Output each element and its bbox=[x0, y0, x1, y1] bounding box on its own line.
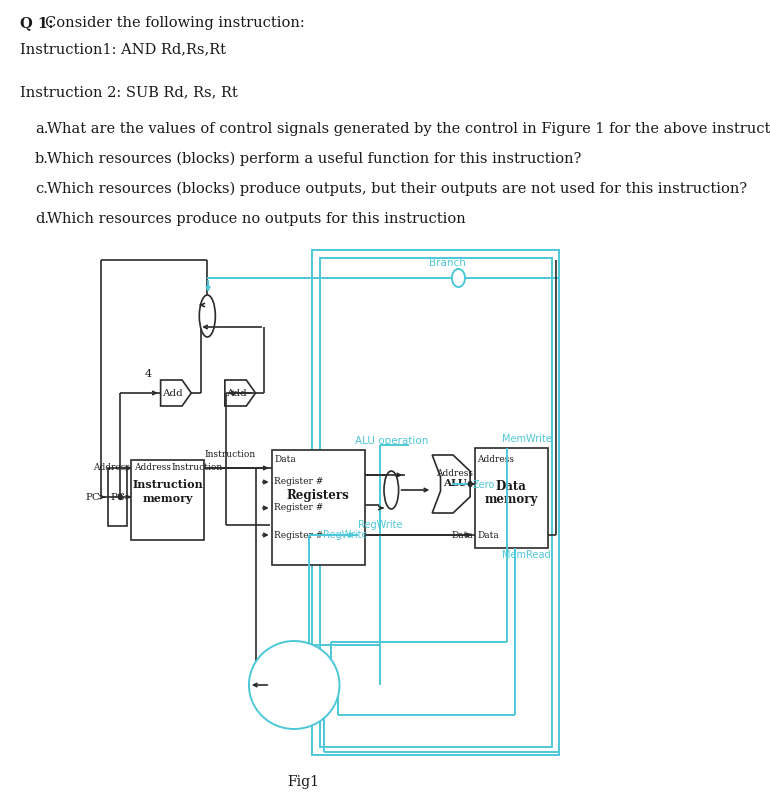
Ellipse shape bbox=[384, 471, 399, 509]
Text: c.: c. bbox=[35, 182, 48, 196]
Text: Address: Address bbox=[436, 469, 473, 478]
Text: PC: PC bbox=[110, 493, 125, 502]
Polygon shape bbox=[225, 380, 256, 406]
Polygon shape bbox=[432, 455, 470, 513]
Text: ALU operation: ALU operation bbox=[355, 436, 428, 446]
Circle shape bbox=[468, 482, 472, 486]
Circle shape bbox=[119, 494, 122, 499]
Text: Data: Data bbox=[274, 456, 296, 465]
Text: a.: a. bbox=[35, 122, 49, 136]
Text: Fig1: Fig1 bbox=[287, 775, 319, 789]
Text: Instruction1: AND Rd,Rs,Rt: Instruction1: AND Rd,Rs,Rt bbox=[21, 42, 226, 56]
Text: Add: Add bbox=[226, 389, 247, 398]
Text: Register #: Register # bbox=[274, 503, 323, 512]
Text: Address: Address bbox=[134, 464, 171, 473]
Text: Data: Data bbox=[451, 531, 473, 540]
Text: Address: Address bbox=[93, 464, 130, 473]
Circle shape bbox=[452, 269, 465, 287]
Text: Register #: Register # bbox=[274, 531, 323, 540]
Text: RegWrite: RegWrite bbox=[323, 530, 367, 540]
Text: Instruction 2: SUB Rd, Rs, Rt: Instruction 2: SUB Rd, Rs, Rt bbox=[21, 85, 238, 99]
Text: Address: Address bbox=[477, 456, 514, 465]
Text: Which resources (blocks) perform a useful function for this instruction?: Which resources (blocks) perform a usefu… bbox=[48, 152, 582, 166]
Ellipse shape bbox=[249, 641, 340, 729]
Text: Q 1:: Q 1: bbox=[21, 16, 54, 30]
Bar bbox=[272, 450, 365, 565]
Text: Add: Add bbox=[162, 389, 182, 398]
Text: Which resources produce no outputs for this instruction: Which resources produce no outputs for t… bbox=[48, 212, 466, 226]
Text: Zero: Zero bbox=[472, 480, 494, 490]
Text: M
u
x: M u x bbox=[387, 477, 395, 503]
Text: b.: b. bbox=[35, 152, 49, 166]
Text: What are the values of control signals generated by the control in Figure 1 for : What are the values of control signals g… bbox=[48, 122, 770, 136]
Text: 4: 4 bbox=[145, 369, 152, 379]
Text: MemRead: MemRead bbox=[502, 550, 551, 560]
Text: Instruction: Instruction bbox=[204, 450, 256, 459]
Bar bbox=[313, 250, 559, 755]
Ellipse shape bbox=[199, 295, 216, 337]
Bar bbox=[474, 448, 547, 548]
Text: d.: d. bbox=[35, 212, 49, 226]
Text: Registers: Registers bbox=[287, 490, 350, 503]
Text: Data: Data bbox=[477, 532, 499, 541]
Text: M
u
x: M u x bbox=[203, 302, 211, 330]
Text: MemWrite: MemWrite bbox=[502, 434, 552, 444]
Text: memory: memory bbox=[142, 493, 193, 503]
Text: Control: Control bbox=[273, 679, 316, 692]
Polygon shape bbox=[161, 380, 191, 406]
Bar bbox=[320, 258, 552, 747]
Text: PC: PC bbox=[85, 493, 100, 502]
Text: Which resources (blocks) produce outputs, but their outputs are not used for thi: Which resources (blocks) produce outputs… bbox=[48, 182, 748, 196]
Bar bbox=[132, 460, 204, 540]
Text: Branch: Branch bbox=[429, 258, 466, 268]
Bar bbox=[108, 468, 127, 526]
Text: RegWrite: RegWrite bbox=[358, 520, 402, 530]
Text: Consider the following instruction:: Consider the following instruction: bbox=[45, 16, 305, 30]
Text: memory: memory bbox=[484, 494, 537, 507]
Text: Register #: Register # bbox=[274, 478, 323, 486]
Text: Data: Data bbox=[496, 479, 527, 493]
Text: Instruction: Instruction bbox=[132, 479, 203, 490]
Text: Instruction: Instruction bbox=[172, 464, 223, 473]
Text: ALU: ALU bbox=[443, 479, 467, 489]
